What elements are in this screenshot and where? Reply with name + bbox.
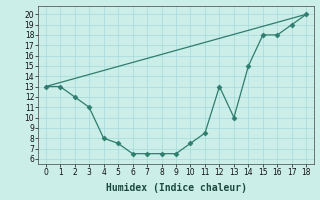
X-axis label: Humidex (Indice chaleur): Humidex (Indice chaleur) — [106, 183, 246, 193]
